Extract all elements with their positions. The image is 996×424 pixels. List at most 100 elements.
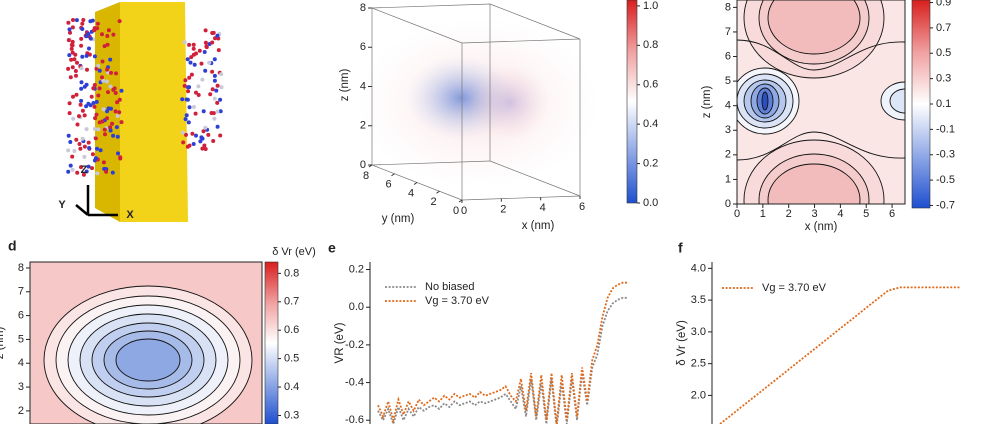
atom (104, 169, 109, 174)
atom (92, 54, 97, 59)
atom (79, 43, 84, 48)
atom (84, 34, 89, 39)
y-tick-label: 1 (725, 173, 731, 185)
atom (100, 32, 104, 37)
atom (185, 97, 190, 102)
atom (203, 147, 208, 151)
atom (194, 133, 198, 138)
atom (93, 156, 98, 161)
atom (186, 85, 190, 90)
x-tick-label: 6 (579, 201, 585, 213)
y-tick-label: 2.5 (691, 358, 706, 370)
colorbar-tick-label: -0.1 (936, 123, 955, 135)
y-tick-label: 0 (453, 205, 459, 217)
colorbar-tick-label: 0.9 (936, 0, 951, 8)
atom (73, 69, 78, 73)
box-edge (489, 160, 581, 197)
atom (199, 61, 204, 66)
atom (218, 133, 223, 138)
atom (68, 75, 73, 80)
atom (91, 86, 96, 91)
atom (70, 65, 75, 70)
atom (70, 50, 75, 55)
z-tick-label: 4 (360, 80, 366, 92)
contour (737, 39, 905, 71)
y-tick-label: 8 (363, 170, 369, 182)
atom (216, 48, 221, 53)
z-tick-label: 6 (360, 41, 366, 53)
atom (202, 143, 207, 148)
colorbar (626, 0, 638, 204)
atom (188, 60, 193, 65)
atom (77, 142, 82, 146)
box-edge (489, 3, 581, 40)
colorbar-tick-label: 1.0 (643, 0, 658, 12)
y-tick-label: -0.2 (345, 339, 364, 351)
contour (115, 338, 181, 382)
atom (79, 86, 84, 91)
x-tick-label: 6 (889, 208, 895, 220)
atom (104, 79, 109, 84)
atom (80, 108, 85, 113)
plot-area (377, 281, 628, 424)
atom (101, 160, 106, 165)
atom (101, 78, 106, 83)
atom (79, 36, 84, 41)
atom (186, 120, 191, 125)
atom (71, 116, 76, 121)
atom (100, 59, 105, 64)
box-edge (371, 160, 491, 166)
x-axis-label: x (nm) (805, 221, 838, 233)
colorbar-tick-label: 0.7 (284, 296, 299, 308)
atom (212, 57, 217, 62)
atom (116, 151, 120, 156)
legend-label: Vg = 3.70 eV (762, 282, 827, 294)
atom (71, 18, 75, 22)
atom (118, 156, 123, 161)
atom (100, 119, 105, 124)
x-tick-label: 5 (863, 208, 869, 220)
atom (95, 21, 100, 26)
atom (105, 34, 110, 38)
atom (87, 52, 92, 57)
atom (68, 30, 72, 35)
slab (120, 2, 188, 222)
y-tick-label: 3 (18, 381, 24, 393)
atom (77, 114, 81, 119)
atom (92, 104, 97, 109)
data-line (377, 281, 628, 424)
atom (200, 77, 205, 82)
atom (93, 116, 98, 121)
x-tick-label: 3 (811, 208, 817, 220)
atom (191, 42, 196, 47)
contour (767, 163, 861, 204)
atom (79, 66, 84, 71)
axis-arrow (75, 204, 89, 216)
atom (75, 122, 80, 127)
atom (84, 104, 89, 109)
atom (209, 111, 214, 115)
atom (110, 170, 115, 175)
y-tick-label: 8 (725, 1, 731, 13)
atom (72, 57, 77, 62)
y-tick-label: 4 (725, 100, 731, 112)
atom (187, 75, 192, 80)
y-tick (391, 173, 395, 177)
atom (71, 94, 75, 99)
atom (213, 36, 217, 41)
atom (97, 68, 102, 73)
z-tick-label: 0 (360, 159, 366, 171)
atom (208, 92, 213, 97)
atom (82, 154, 87, 159)
atom (109, 70, 113, 75)
atom (211, 30, 216, 35)
atom (109, 106, 113, 111)
atom (89, 94, 94, 99)
atom (102, 44, 107, 49)
atom (214, 88, 219, 93)
atom (75, 60, 79, 65)
atom (180, 130, 185, 135)
atom (211, 139, 216, 143)
atom (181, 140, 186, 145)
atom (186, 89, 191, 94)
